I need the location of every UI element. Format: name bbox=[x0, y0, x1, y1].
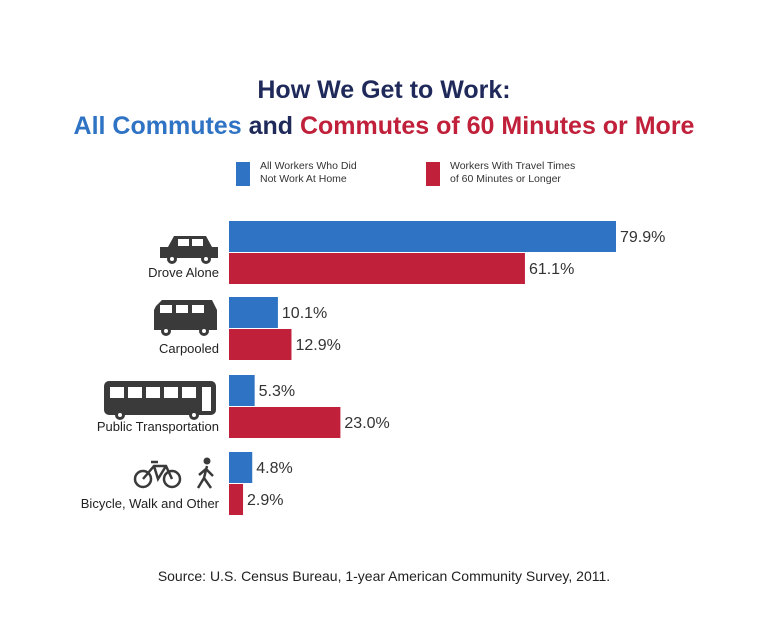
icons-group bbox=[104, 236, 218, 489]
bar-all-workers-1 bbox=[229, 297, 278, 328]
bar-value-label: 23.0% bbox=[344, 415, 389, 432]
bus-icon bbox=[104, 381, 216, 420]
legend-swatch-blue bbox=[236, 162, 250, 186]
bar-all-workers-0 bbox=[229, 221, 616, 252]
title-all-commutes: All Commutes bbox=[73, 112, 242, 140]
legend-item-all-workers: All Workers Who Did Not Work At Home bbox=[236, 160, 430, 186]
chart-title-line1: How We Get to Work: bbox=[257, 76, 511, 104]
legend-item-long-commute: Workers With Travel Times of 60 Minutes … bbox=[426, 160, 620, 186]
bar-long-commute-0 bbox=[229, 253, 525, 284]
category-label: Drove Alone bbox=[148, 265, 219, 280]
category-label: Carpooled bbox=[159, 341, 219, 356]
bar-all-workers-2 bbox=[229, 375, 255, 406]
bar-long-commute-1 bbox=[229, 329, 292, 360]
bar-value-label: 5.3% bbox=[259, 383, 295, 400]
legend-swatch-red bbox=[426, 162, 440, 186]
legend-label-long-commute: Workers With Travel Times of 60 Minutes … bbox=[450, 160, 576, 185]
chart-title-line2: All Commutes and Commutes of 60 Minutes … bbox=[0, 112, 768, 141]
car-icon bbox=[160, 236, 218, 264]
title-and: and bbox=[241, 112, 300, 140]
bar-value-label: 61.1% bbox=[529, 261, 574, 278]
category-label: Bicycle, Walk and Other bbox=[81, 496, 220, 511]
category-label: Public Transportation bbox=[97, 419, 219, 434]
bar-value-label: 2.9% bbox=[247, 492, 283, 509]
legend-label-all-workers: All Workers Who Did Not Work At Home bbox=[260, 160, 357, 185]
bar-value-label: 12.9% bbox=[295, 337, 340, 354]
bar-all-workers-3 bbox=[229, 452, 253, 483]
bar-long-commute-3 bbox=[229, 484, 244, 515]
bar-value-label: 79.9% bbox=[620, 229, 665, 246]
bar-value-label: 10.1% bbox=[282, 305, 327, 322]
source-note: Source: U.S. Census Bureau, 1-year Ameri… bbox=[157, 568, 611, 584]
bars-group: 79.9% 61.1% Drove Alone 10.1% 12.9% Carpooled… bbox=[81, 221, 665, 515]
van-icon bbox=[154, 300, 217, 336]
bar-value-label: 4.8% bbox=[256, 460, 292, 477]
title-long-commutes: Commutes of 60 Minutes or More bbox=[299, 112, 695, 140]
bar-long-commute-2 bbox=[229, 407, 341, 438]
bicycle-walker-icon bbox=[133, 457, 214, 489]
